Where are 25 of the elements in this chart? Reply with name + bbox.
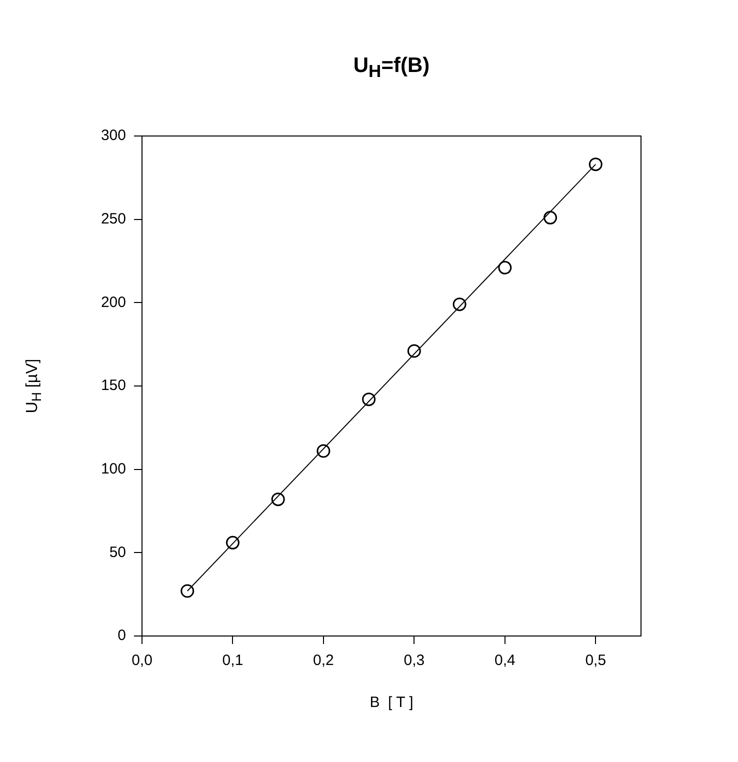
point: [316, 444, 330, 458]
y-tick-label: 250: [100, 210, 126, 228]
x-tick-label: 0,3: [404, 652, 425, 670]
y-tick-label: 200: [100, 294, 126, 311]
y-tick-label: 150: [100, 377, 126, 394]
y-tick-label: 0: [118, 627, 126, 644]
x-tick-label: 0,0: [132, 652, 152, 670]
x-axis-title: B [ T ]: [370, 694, 414, 712]
point: [452, 298, 466, 312]
point: [271, 492, 285, 506]
x-tick-label: 0,5: [585, 652, 606, 670]
point: [544, 210, 558, 224]
point: [498, 260, 512, 274]
point: [180, 584, 194, 598]
point: [362, 392, 376, 406]
y-tick-label: 100: [100, 460, 126, 478]
x-tick-label: 0,1: [222, 652, 244, 670]
chart-title: U$_{H}$=f(B): [352, 54, 431, 82]
x-tick-label: 0,2: [313, 652, 334, 670]
y-tick-label: 50: [109, 544, 126, 561]
y-tick-label: 300: [100, 127, 126, 144]
point: [588, 158, 602, 172]
x-tick-label: 0,4: [494, 652, 516, 670]
point: [407, 344, 421, 358]
point: [226, 536, 240, 550]
